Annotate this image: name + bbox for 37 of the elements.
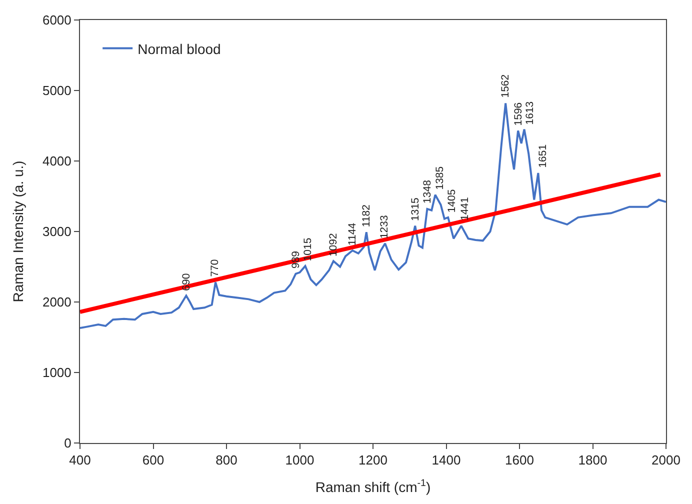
annotation: 1015	[302, 238, 314, 262]
x-tick-label: 1400	[432, 452, 461, 468]
y-tick-label: 6000	[42, 12, 72, 28]
annotation: 1144	[346, 222, 358, 246]
annotation: 690	[180, 273, 193, 291]
x-tick-label: 1000	[285, 452, 314, 468]
annotation: 770	[209, 259, 222, 277]
annotation: 1092	[327, 233, 340, 257]
x-tick-label: 400	[69, 452, 91, 468]
annotation: 1441	[458, 196, 471, 221]
y-tick-label: 5000	[42, 83, 72, 98]
annotation: 1385	[434, 166, 446, 190]
x-axis-title: Raman shift (cm$^{-1}$)	[315, 478, 431, 495]
annotation: 1651	[536, 144, 549, 168]
x-tick-label: 1600	[505, 452, 534, 468]
annotation: 1233	[378, 215, 391, 239]
annotation: 1562	[499, 74, 512, 98]
x-tick-label: 1200	[358, 452, 388, 468]
legend-label: Normal blood	[138, 40, 221, 57]
x-tick-label: 800	[216, 452, 238, 468]
x-tick-label: 1800	[578, 452, 608, 468]
annotation: 989	[290, 250, 302, 269]
y-tick-label: 3000	[42, 224, 72, 240]
line-series	[80, 102, 666, 330]
y-tick-label: 0	[64, 436, 72, 451]
annotation: 1348	[422, 180, 434, 204]
y-tick-label: 4000	[42, 154, 72, 169]
annotation: 1405	[446, 189, 458, 213]
y-tick-label: 2000	[42, 294, 72, 310]
x-tick-label: 600	[142, 452, 164, 468]
annotation: 1596	[512, 102, 524, 126]
annotation: 1315	[409, 197, 422, 221]
annotation: 1182	[360, 204, 373, 228]
y-axis-title: Raman Intensity (a. u.)	[10, 160, 26, 302]
y-tick-label: 1000	[42, 365, 72, 380]
annotation: 1613	[524, 101, 536, 125]
x-tick-label: 2000	[652, 452, 680, 468]
